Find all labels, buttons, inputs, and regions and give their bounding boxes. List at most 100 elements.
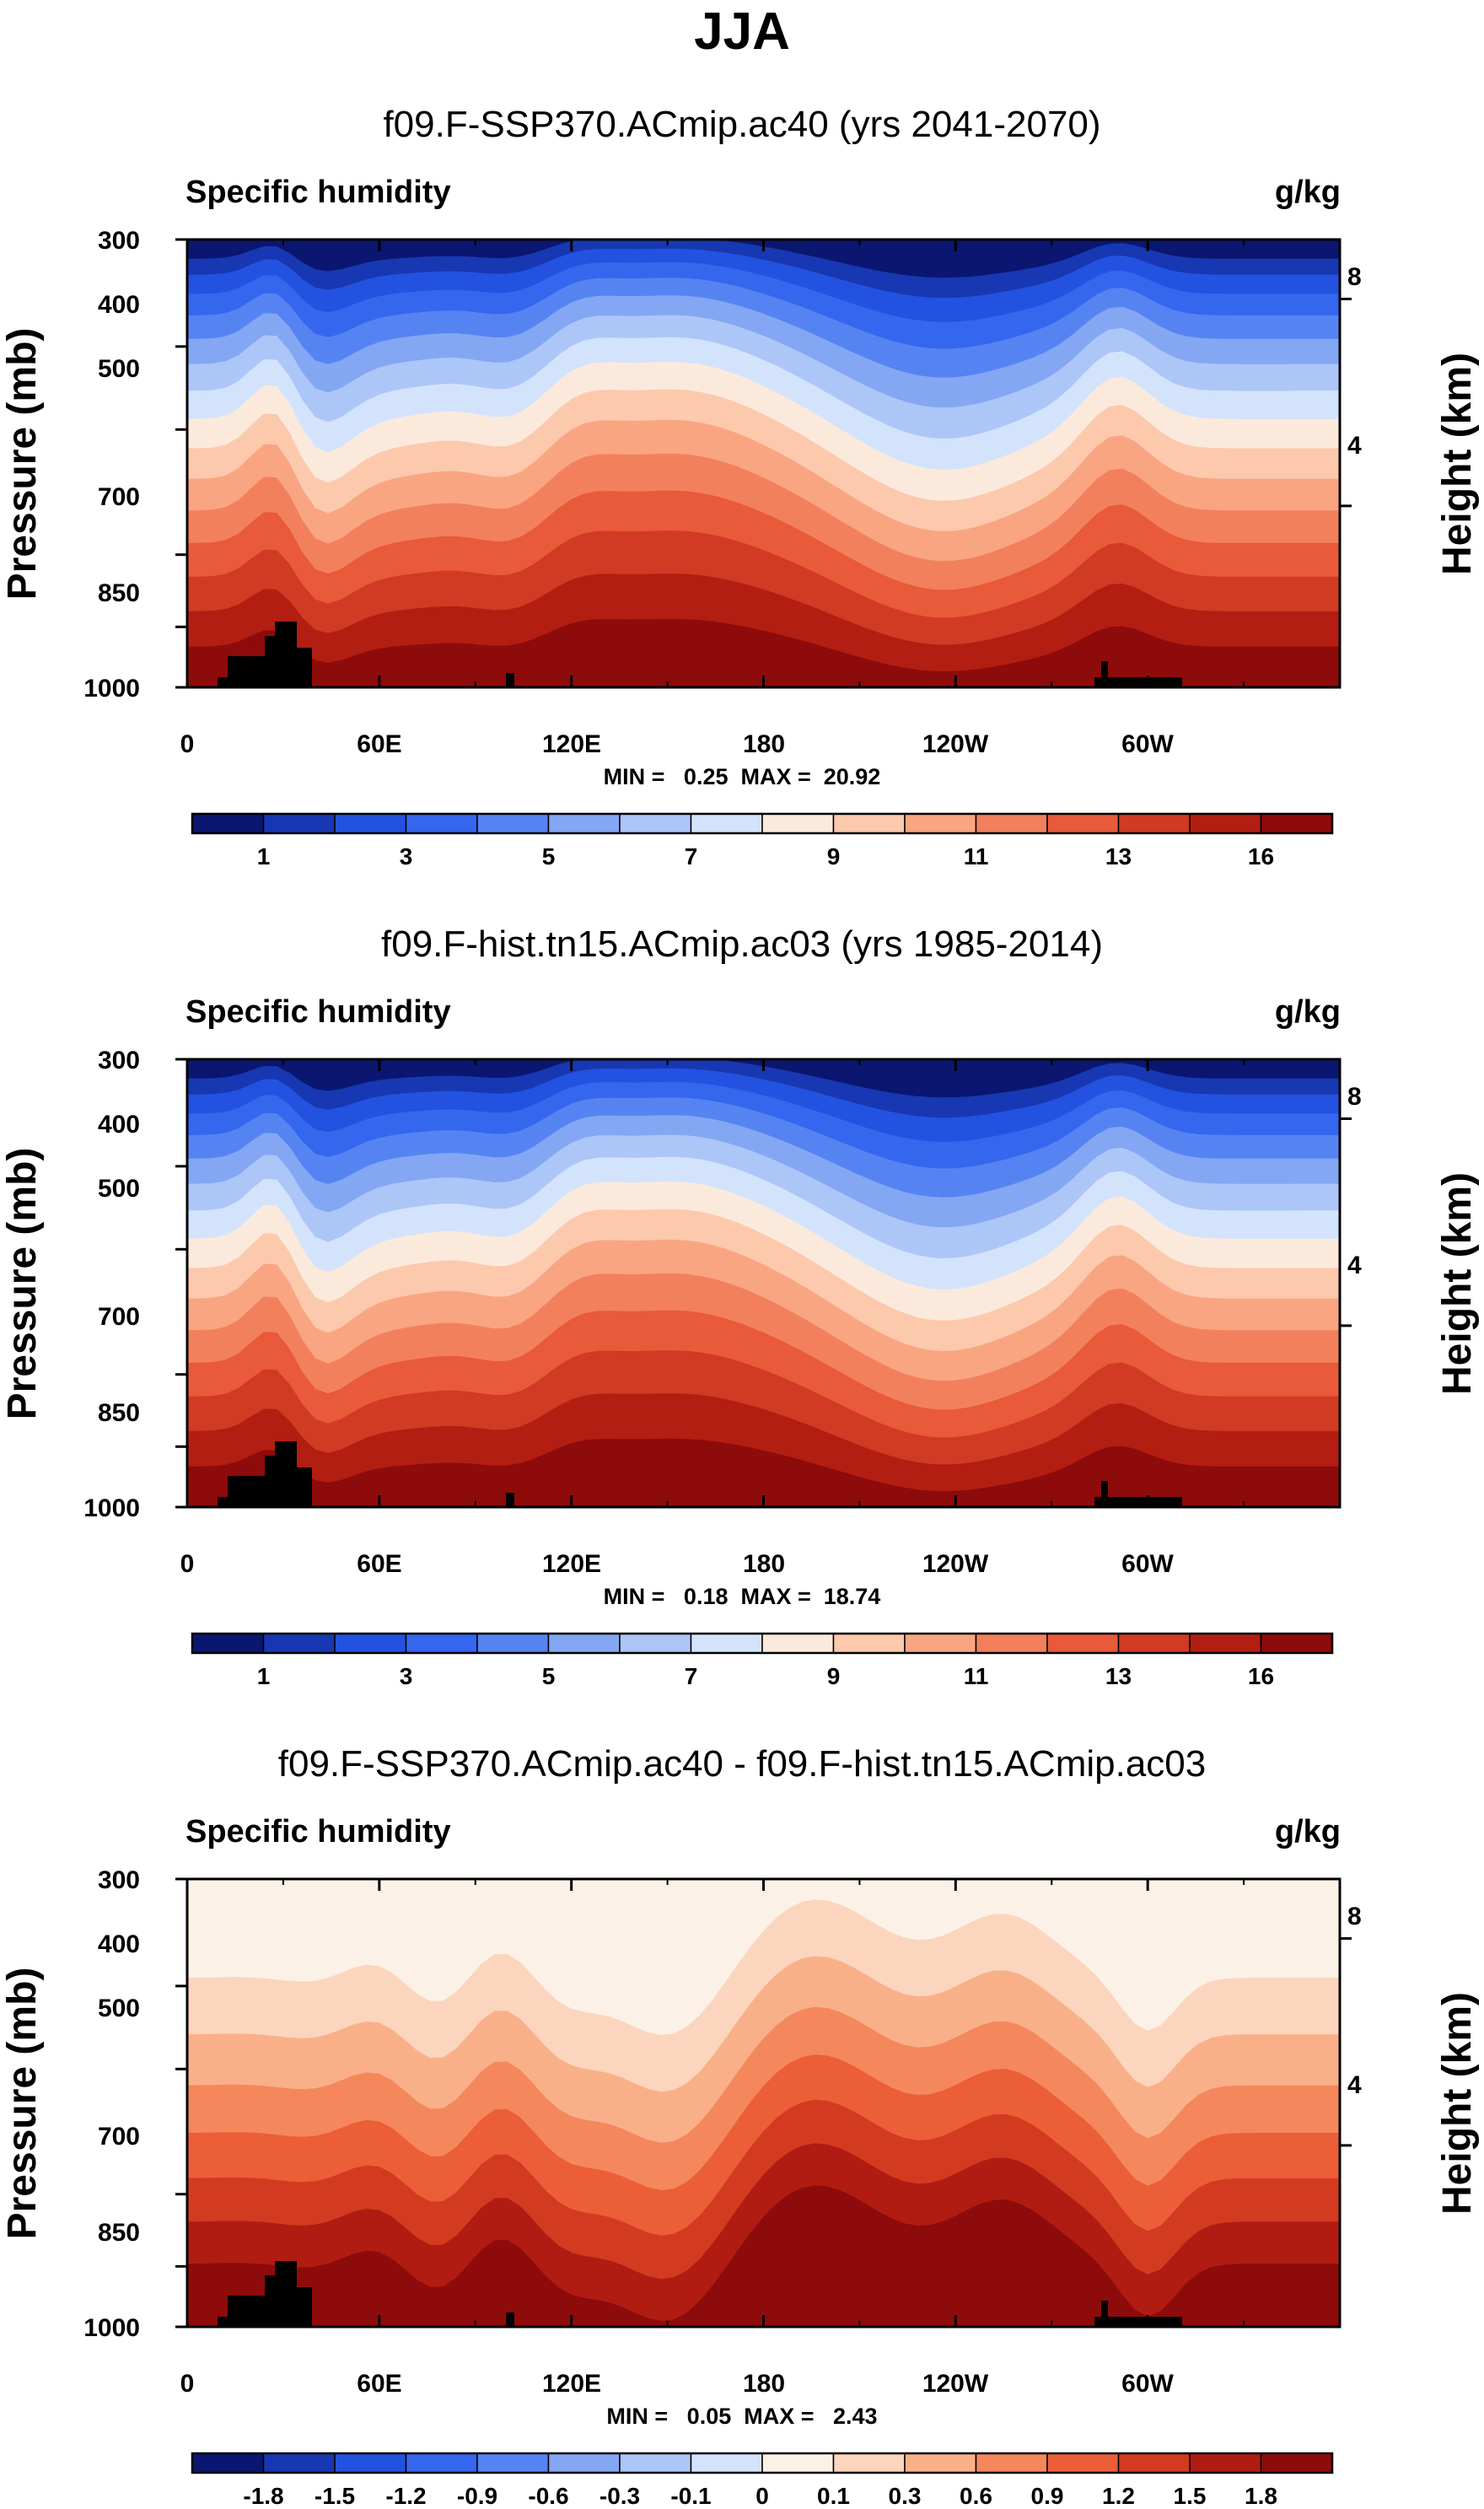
y-right-axis-title: Height (km) (1435, 353, 1480, 575)
axis-ticks (175, 1877, 1352, 2329)
colorbar-label: 1.8 (1245, 2483, 1277, 2509)
colorbar-label: -1.8 (243, 2483, 283, 2509)
colorbar-box (904, 813, 977, 834)
colorbar-label: 3 (400, 1663, 413, 1689)
colorbar-box (1260, 1633, 1333, 1654)
colorbar-frame (191, 812, 1334, 835)
x-tick-label-60W: 60W (1121, 730, 1174, 758)
colorbar-label: 0.6 (960, 2483, 992, 2509)
y-tick-label-1000: 1000 (83, 2314, 140, 2342)
colorbar-label: 7 (685, 1663, 698, 1689)
colorbar-box (1046, 813, 1120, 834)
terrain-mask (218, 2261, 1182, 2327)
plot-area (175, 1058, 1352, 1509)
x-tick-label-180: 180 (743, 2370, 785, 2398)
colorbar-box (262, 813, 336, 834)
colorbar-box (1117, 813, 1191, 834)
y-tick-label-500: 500 (98, 1995, 140, 2022)
colorbar-label: 16 (1248, 843, 1274, 870)
colorbar-box (975, 1633, 1048, 1654)
colorbar-box (1046, 2452, 1120, 2474)
colorbar-box (619, 813, 692, 834)
colorbar-label: 3 (400, 843, 413, 870)
colorbar-frame (191, 2452, 1334, 2474)
y-axis-title: Pressure (mb) (0, 1148, 45, 1420)
colorbar-box (1260, 813, 1333, 834)
x-tick-label-60W: 60W (1121, 1550, 1174, 1578)
colorbar-box (1189, 2452, 1262, 2474)
colorbar-box (619, 2452, 692, 2474)
colorbar-label: 16 (1248, 1663, 1274, 1689)
x-tick-label-0: 0 (180, 1550, 195, 1578)
y-right-tick-label-8: 8 (1347, 1083, 1362, 1111)
y-tick-label-850: 850 (98, 2219, 140, 2247)
units-string: g/kg (1275, 994, 1341, 1030)
terrain-block (1094, 2301, 1182, 2327)
colorbar-box (1260, 2452, 1333, 2474)
colorbar-label: 13 (1105, 843, 1132, 870)
colorbar-box (262, 2452, 336, 2474)
y-tick-label-500: 500 (98, 355, 140, 383)
colorbar-box (1189, 813, 1262, 834)
colorbar-label: 1 (257, 1663, 271, 1689)
units-string: g/kg (1275, 1814, 1341, 1849)
panel-title: f09.F-SSP370.ACmip.ac40 (yrs 2041-2070) (383, 104, 1100, 145)
terrain-mask (218, 1441, 1182, 1507)
contour-fill (187, 1059, 1340, 1507)
colorbar-box (690, 2452, 763, 2474)
panel-2: f09.F-hist.tn15.ACmip.ac03 (yrs 1985-201… (0, 923, 1480, 1689)
x-tick-label-120E: 120E (542, 730, 601, 758)
y-tick-label-850: 850 (98, 579, 140, 607)
colorbar-label: -1.2 (385, 2483, 426, 2509)
colorbar-box (761, 1633, 835, 1654)
plot-area (175, 1877, 1352, 2329)
colorbar-box (476, 1633, 550, 1654)
panel-3: f09.F-SSP370.ACmip.ac40 - f09.F-hist.tn1… (0, 1743, 1480, 2509)
y-right-axis-title: Height (km) (1435, 1172, 1480, 1395)
colorbar-box (547, 813, 621, 834)
colorbar-box (761, 813, 835, 834)
x-tick-label-120W: 120W (922, 1550, 989, 1578)
terrain-block (218, 2261, 312, 2327)
colorbar-box (690, 1633, 763, 1654)
x-tick-label-60E: 60E (357, 730, 401, 758)
plot-area (175, 238, 1352, 689)
y-axis-title: Pressure (mb) (0, 1968, 45, 2240)
y-tick-label-700: 700 (98, 2123, 140, 2151)
colorbar-label: -1.5 (315, 2483, 355, 2509)
colorbar-label: 1.5 (1174, 2483, 1207, 2509)
x-tick-label-0: 0 (180, 2370, 195, 2398)
y-tick-label-850: 850 (98, 1399, 140, 1427)
contour-band (187, 1438, 1340, 1507)
colorbar-label: 0.1 (817, 2483, 850, 2509)
colorbar: 1 3 5 7 9 11 13 16 (191, 812, 1334, 870)
colorbar-box (975, 813, 1048, 834)
y-tick-label-500: 500 (98, 1175, 140, 1203)
colorbar-box (832, 1633, 906, 1654)
colorbar-box (191, 1633, 265, 1654)
contour-band (187, 618, 1340, 687)
y-right-axis-title: Height (km) (1435, 1992, 1480, 2215)
colorbar-box (761, 2452, 835, 2474)
min-max-label: MIN = 0.18 MAX = 18.74 (604, 1584, 881, 1609)
colorbar-box (191, 2452, 265, 2474)
x-tick-label-120E: 120E (542, 2370, 601, 2398)
colorbar-label: 9 (827, 1663, 841, 1689)
colorbar-box (334, 813, 407, 834)
colorbar-label: 5 (542, 1663, 556, 1689)
contour-band (187, 2185, 1340, 2327)
left-string: Specific humidity (186, 175, 451, 210)
colorbar-box (904, 2452, 977, 2474)
colorbar-box (1189, 1633, 1262, 1654)
colorbar-box (1117, 2452, 1191, 2474)
y-right-tick-label-4: 4 (1347, 2071, 1362, 2099)
x-tick-label-60W: 60W (1121, 2370, 1174, 2398)
colorbar-box (1046, 1633, 1120, 1654)
colorbar-box (904, 1633, 977, 1654)
terrain-block (506, 673, 514, 687)
left-string: Specific humidity (186, 1814, 451, 1849)
contour-fill (187, 240, 1340, 687)
colorbar-label: 1 (257, 843, 271, 870)
left-string: Specific humidity (186, 994, 451, 1030)
